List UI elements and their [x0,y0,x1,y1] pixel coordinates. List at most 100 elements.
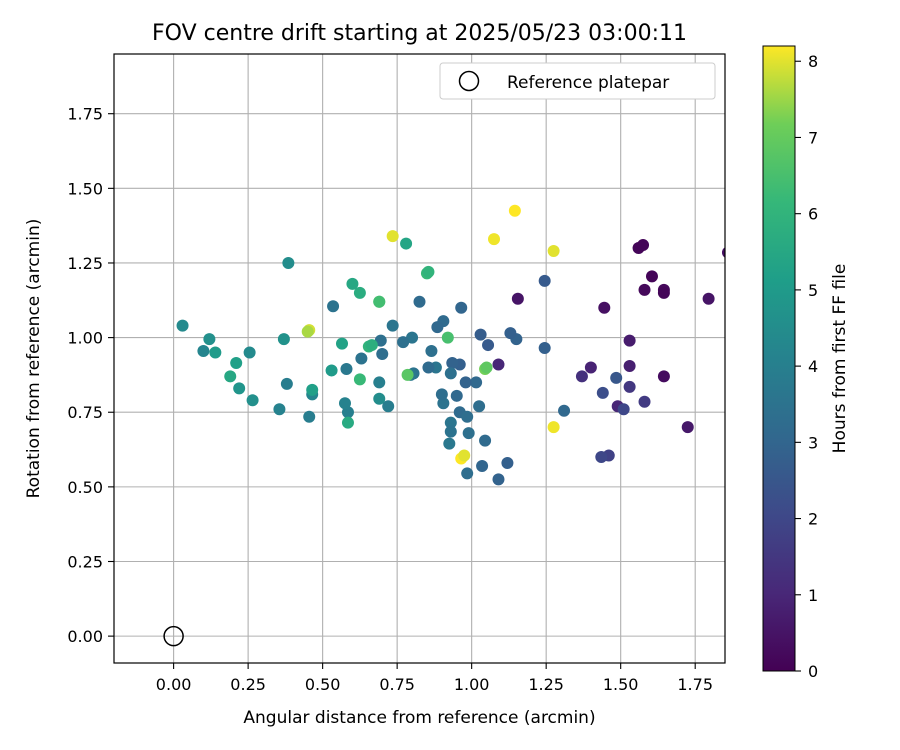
legend: Reference platepar [439,62,716,100]
scatter-point [617,403,630,416]
scatter-point [547,421,560,434]
x-tick-label: 0.00 [156,675,192,694]
colorbar-tick-label: 4 [808,357,818,376]
scatter-point [508,204,521,217]
scatter-point [353,286,366,299]
y-tick-label: 1.75 [67,105,103,124]
scatter-point [306,383,319,396]
scatter-point [461,467,474,480]
scatter-point [431,321,444,334]
scatter-point [301,325,314,338]
scatter-point [461,410,474,423]
scatter-point [386,230,399,243]
scatter-point [382,400,395,413]
scatter-point [455,301,468,314]
scatter-point [637,239,650,252]
scatter-point [538,342,551,355]
scatter-point [488,233,501,246]
scatter-point [209,346,222,359]
x-tick-label: 0.25 [230,675,266,694]
scatter-point [273,403,286,416]
scatter-point [575,370,588,383]
scatter-point [476,459,489,472]
scatter-point [444,367,457,380]
scatter-point [595,451,608,464]
scatter-point [504,327,517,340]
colorbar: 0 1 2 3 4 5 6 7 8 Hours from first FF file [762,45,850,681]
scatter-point [230,356,243,369]
y-tick-label: 1.50 [67,179,103,198]
scatter-point [341,416,354,429]
scatter-point [473,400,486,413]
scatter-point [280,377,293,390]
scatter-point [373,376,386,389]
scatter-point [623,380,636,393]
x-tick-label: 1.50 [603,675,639,694]
y-axis-label: Rotation from reference (arcmin) [24,219,44,499]
x-tick-label: 1.00 [454,675,490,694]
grid-lines [114,54,725,663]
x-axis-ticks: 0.00 0.25 0.50 0.75 1.00 1.25 1.50 1.75 [156,663,713,694]
scatter-point [584,361,597,374]
scatter-point [501,456,514,469]
scatter-point [373,295,386,308]
y-tick-label: 0.25 [67,553,103,572]
scatter-point [638,395,651,408]
scatter-point [413,295,426,308]
scatter-point [246,394,259,407]
y-tick-label: 1.00 [67,329,103,348]
scatter-point [657,370,670,383]
colorbar-ticks: 0 1 2 3 4 5 6 7 8 [795,52,818,681]
scatter-point [623,334,636,347]
scatter-point [538,274,551,287]
scatter-point [353,373,366,386]
scatter-point [400,237,413,250]
scatter-point [462,427,475,440]
scatter-point [558,404,571,417]
scatter-point [197,345,210,358]
colorbar-tick-label: 3 [808,433,818,452]
chart-title: FOV centre drift starting at 2025/05/23 … [152,21,687,46]
scatter-point [721,247,725,258]
scatter-point [386,319,399,332]
scatter-point [470,376,483,389]
colorbar-tick-label: 0 [808,662,818,681]
scatter-point [243,346,256,359]
scatter-point [355,352,368,365]
scatter-point [474,328,487,341]
scatter-point [492,473,505,486]
colorbar-tick-label: 6 [808,205,818,224]
colorbar-tick-label: 1 [808,586,818,605]
scatter-point [459,376,472,389]
scatter-point [325,364,338,377]
scatter-point [702,292,715,305]
scatter-point [444,416,457,429]
scatter-point [376,348,389,361]
scatter-point [406,331,419,344]
scatter-point [638,283,651,296]
colorbar-tick-label: 8 [808,52,818,71]
scatter-point [176,319,189,332]
colorbar-label: Hours from first FF file [830,264,850,454]
scatter-point [327,300,340,313]
scatter-point [444,425,457,438]
scatter-point [458,449,471,462]
data-points [176,204,725,486]
scatter-point [482,339,495,352]
scatter-point [277,333,290,346]
y-tick-label: 0.75 [67,403,103,422]
scatter-point [547,245,560,258]
scatter-point [425,345,438,358]
scatter-point [645,270,658,283]
scatter-point [282,256,295,269]
y-tick-label: 0.00 [67,627,103,646]
scatter-point [401,368,414,381]
y-tick-label: 1.25 [67,254,103,273]
x-tick-label: 0.75 [379,675,415,694]
scatter-point [480,361,493,374]
scatter-point [422,361,435,374]
scatter-point [303,410,316,423]
scatter-point [373,392,386,405]
legend-box [439,62,716,100]
